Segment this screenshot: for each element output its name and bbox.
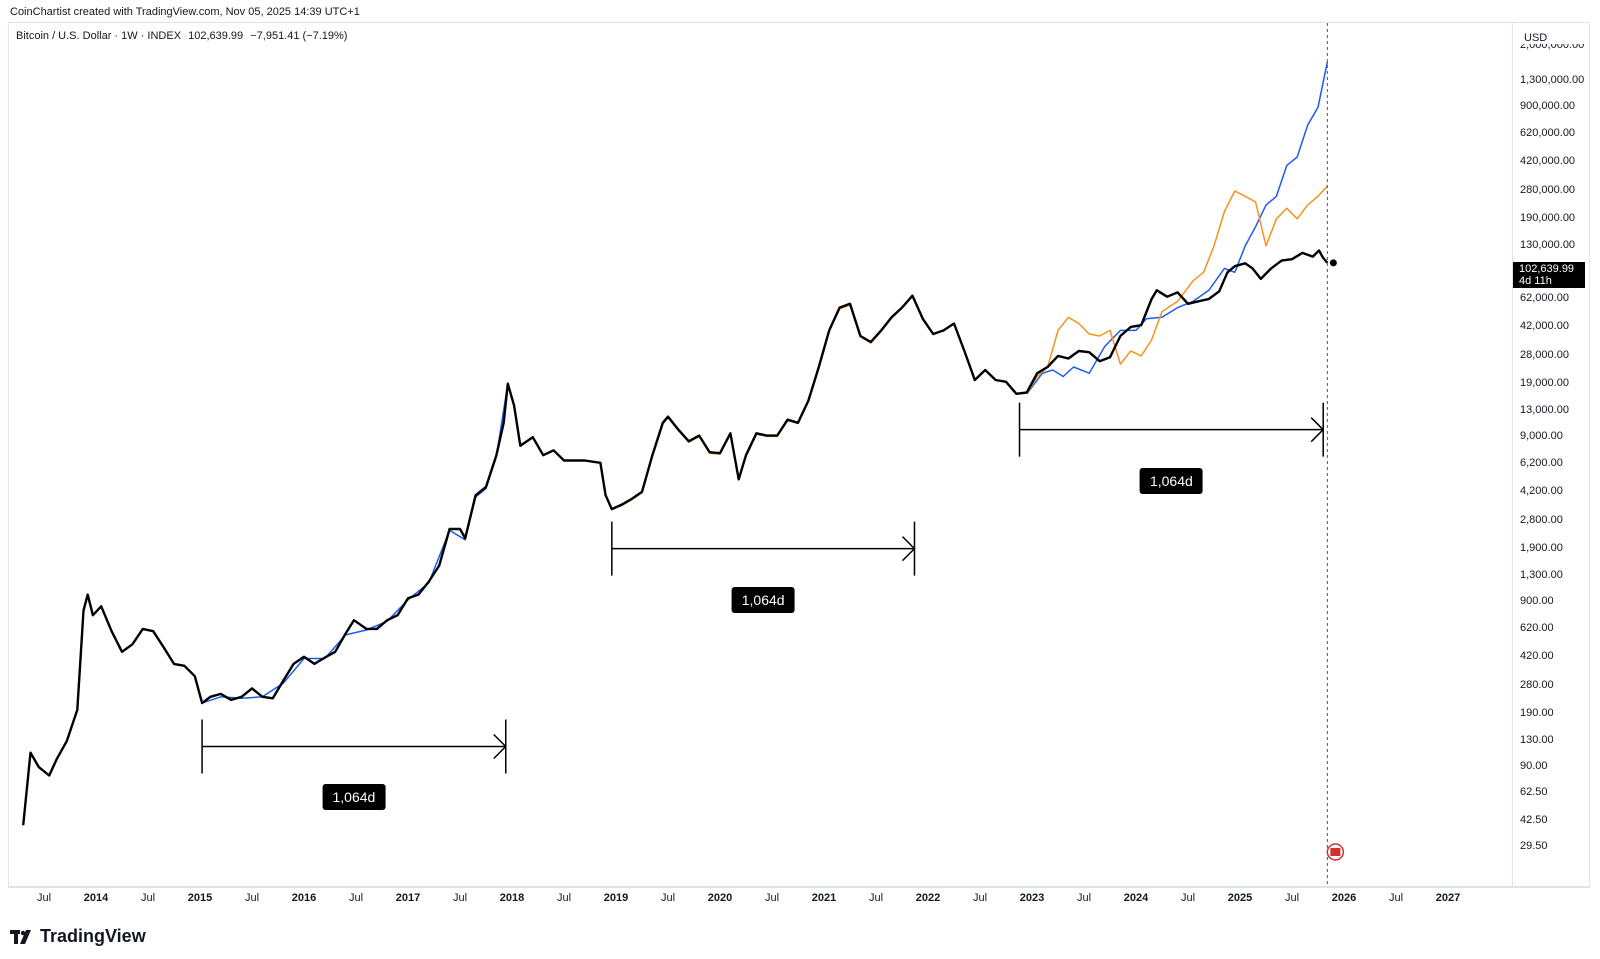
- time-tick-label: 2019: [603, 892, 629, 904]
- price-tick-label: 190,000.00: [1520, 211, 1576, 224]
- range-duration-label[interactable]: 1,064d: [1139, 467, 1203, 494]
- time-tick-label: Jul: [244, 892, 260, 904]
- price-tick-label: 420,000.00: [1520, 154, 1576, 167]
- price-tick-label: 28,000.00: [1520, 348, 1569, 361]
- price-tick-label: 130.00: [1520, 733, 1554, 746]
- tradingview-logo-icon: [10, 929, 31, 944]
- price-tick-label: 2,000,000.00: [1520, 44, 1585, 51]
- tradingview-logo[interactable]: TradingView: [10, 926, 146, 947]
- price-tick-label: 190.00: [1520, 706, 1554, 719]
- time-tick-label: 2023: [1019, 892, 1045, 904]
- price-tick-label: 6,200.00: [1520, 456, 1563, 469]
- price-tick-label: 280.00: [1520, 678, 1554, 691]
- series-line-2: [611, 185, 1328, 510]
- time-tick-label: 2015: [187, 892, 213, 904]
- series-line-1: [201, 61, 1329, 704]
- last-price-dot: [1329, 259, 1337, 267]
- time-tick-label: 2026: [1331, 892, 1357, 904]
- bar-countdown: 4d 11h: [1519, 275, 1552, 287]
- time-tick-label: 2025: [1227, 892, 1253, 904]
- last-price-tag: 102,639.99 4d 11h: [1513, 262, 1585, 288]
- time-tick-label: 2021: [811, 892, 837, 904]
- price-tick-label: 280,000.00: [1520, 183, 1576, 196]
- time-tick-label: Jul: [556, 892, 572, 904]
- time-tick-label: Jul: [868, 892, 884, 904]
- tradingview-wordmark: TradingView: [40, 926, 146, 946]
- economic-event-flag-icon: [1330, 848, 1341, 856]
- currency-label[interactable]: USD: [1524, 32, 1548, 44]
- time-tick-label: Jul: [1284, 892, 1300, 904]
- time-tick-label: 2020: [707, 892, 733, 904]
- price-tick-label: 1,300.00: [1520, 568, 1563, 581]
- price-tick-label: 620.00: [1520, 621, 1554, 634]
- last-price-value: 102,639.99: [1519, 263, 1575, 275]
- price-tick-label: 900,000.00: [1520, 100, 1576, 113]
- symbol-name: Bitcoin / U.S. Dollar · 1W · INDEX: [16, 30, 182, 42]
- legend-change: −7,951.41 (−7.19%): [250, 30, 348, 42]
- range-duration-label[interactable]: 1,064d: [731, 586, 795, 613]
- price-tick-label: 62.50: [1520, 786, 1548, 799]
- range-duration-label[interactable]: 1,064d: [322, 784, 386, 811]
- time-tick-label: Jul: [1180, 892, 1196, 904]
- time-scale-divider: [8, 886, 1590, 887]
- time-tick-label: Jul: [452, 892, 468, 904]
- time-tick-label: Jul: [972, 892, 988, 904]
- price-tick-label: 62,000.00: [1520, 291, 1569, 304]
- series-line-0: [22, 249, 1329, 826]
- price-tick-label: 420.00: [1520, 649, 1554, 662]
- time-tick-label: 2016: [291, 892, 317, 904]
- price-tick-label: 29.50: [1520, 840, 1548, 852]
- price-scale-divider: [1512, 22, 1513, 888]
- time-tick-label: Jul: [140, 892, 156, 904]
- time-tick-label: 2022: [915, 892, 941, 904]
- price-tick-label: 1,900.00: [1520, 541, 1563, 554]
- price-tick-label: 1,300,000.00: [1520, 74, 1585, 86]
- time-tick-label: 2018: [499, 892, 525, 904]
- chart-frame: [8, 22, 1590, 888]
- price-tick-label: 2,800.00: [1520, 513, 1563, 526]
- chart-credit: CoinChartist created with TradingView.co…: [10, 6, 360, 18]
- time-tick-label: 2014: [83, 892, 109, 904]
- price-tick-label: 4,200.00: [1520, 484, 1563, 497]
- range-arrowhead-2: [1310, 417, 1325, 443]
- price-tick-label: 13,000.00: [1520, 403, 1569, 416]
- legend-price: 102,639.99: [188, 30, 244, 42]
- symbol-legend[interactable]: Bitcoin / U.S. Dollar · 1W · INDEX 102,6…: [16, 30, 351, 42]
- price-tick-label: 620,000.00: [1520, 127, 1576, 140]
- price-tick-label: 90.00: [1520, 760, 1548, 773]
- price-tick-label: 900.00: [1520, 595, 1554, 608]
- range-arrowhead-1: [901, 536, 916, 562]
- price-tick-label: 42.50: [1520, 813, 1548, 826]
- price-tick-label: 42,000.00: [1520, 319, 1569, 332]
- time-tick-label: Jul: [348, 892, 364, 904]
- range-arrowhead-0: [493, 733, 507, 760]
- time-tick-label: Jul: [1076, 892, 1092, 904]
- time-tick-label: 2027: [1435, 892, 1461, 904]
- price-tick-label: 19,000.00: [1520, 376, 1569, 389]
- time-tick-label: Jul: [660, 892, 676, 904]
- time-tick-label: 2024: [1123, 892, 1149, 904]
- time-tick-label: Jul: [1388, 892, 1404, 904]
- price-tick-label: 130,000.00: [1520, 238, 1576, 251]
- time-tick-label: 2017: [395, 892, 421, 904]
- time-tick-label: Jul: [36, 892, 52, 904]
- time-tick-label: Jul: [764, 892, 780, 904]
- price-tick-label: 9,000.00: [1520, 430, 1563, 443]
